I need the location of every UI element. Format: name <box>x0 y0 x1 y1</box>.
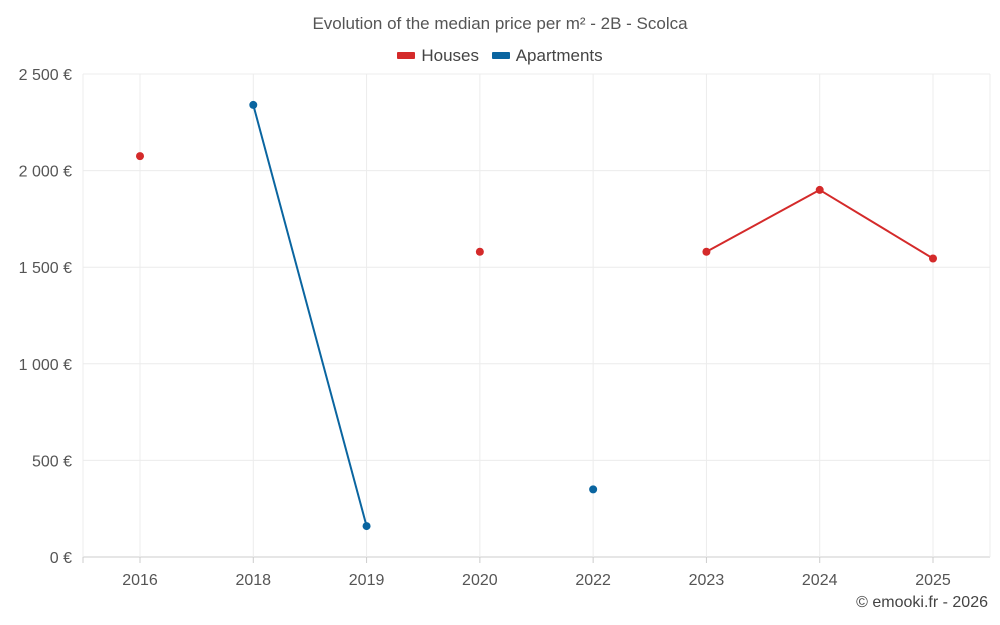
legend-item-apartments[interactable]: Apartments <box>491 45 603 66</box>
data-point-apartments <box>249 100 258 109</box>
series-line-apartments <box>252 104 368 527</box>
data-point-houses <box>475 247 484 256</box>
series-line-houses <box>705 189 821 253</box>
data-point-houses <box>929 254 937 263</box>
legend-item-houses[interactable]: Houses <box>397 46 479 66</box>
y-tick-label: 500 € <box>32 453 72 470</box>
credit: © emooki.fr - 2026 <box>856 594 988 611</box>
data-point-apartments <box>589 485 598 494</box>
data-point-houses <box>702 247 711 256</box>
x-tick-label: 2023 <box>689 572 725 589</box>
data-point-houses <box>815 185 824 194</box>
legend-swatch-apartments <box>491 52 510 59</box>
x-tick-label: 2018 <box>235 572 271 589</box>
y-tick-label: 2 000 € <box>19 164 72 181</box>
legend-swatch-houses <box>397 52 416 59</box>
legend-label-apartments: Apartments <box>515 45 603 65</box>
y-tick-label: 1 500 € <box>19 260 72 277</box>
data-point-houses <box>136 152 144 161</box>
y-tick-label: 1 000 € <box>19 357 72 374</box>
x-tick-label: 2016 <box>122 572 158 589</box>
data-point-apartments <box>362 522 371 531</box>
y-tick-label: 0 € <box>50 550 72 567</box>
legend-label-houses: Houses <box>421 45 479 65</box>
series-line-houses <box>819 189 934 260</box>
chart-title: Evolution of the median price per m² - 2… <box>312 14 688 33</box>
x-tick-label: 2022 <box>575 572 611 589</box>
x-tick-label: 2020 <box>462 572 498 589</box>
legend: Houses Apartments <box>0 44 1000 66</box>
y-tick-label: 2 500 € <box>19 67 72 84</box>
x-tick-label: 2025 <box>915 572 951 589</box>
x-tick-label: 2019 <box>349 572 385 589</box>
x-tick-label: 2024 <box>802 572 838 589</box>
